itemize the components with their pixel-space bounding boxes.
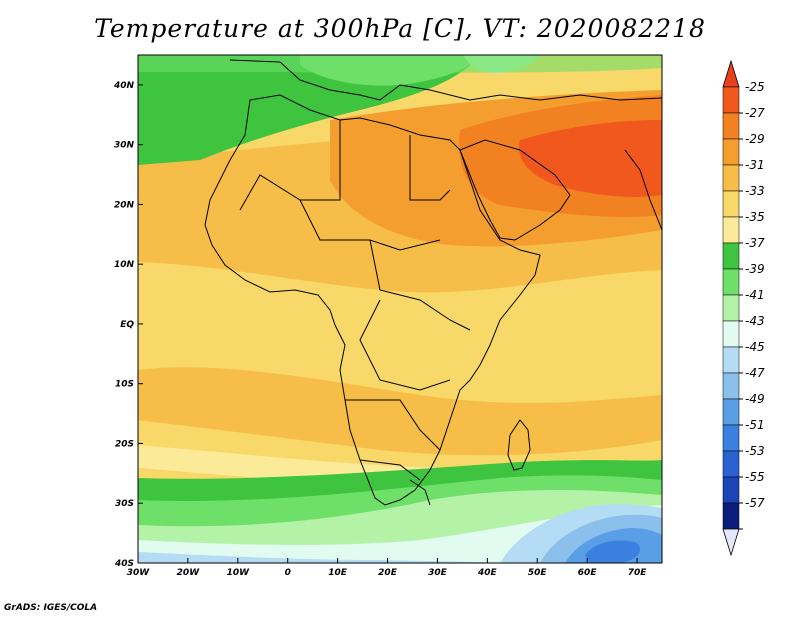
colorbar-label: -29 <box>745 132 765 146</box>
colorbar-swatch <box>722 294 740 322</box>
colorbar-swatch <box>722 138 740 166</box>
colorbar-label: -53 <box>745 444 765 458</box>
border-2 <box>409 135 451 201</box>
colorbar-label: -41 <box>745 288 765 302</box>
lon-tick-label: 60E <box>578 568 598 578</box>
europe-coast <box>229 59 662 101</box>
lat-tick-label: 30S <box>115 499 134 509</box>
lon-tick-label: 10E <box>328 568 348 578</box>
lat-tick-label: 10S <box>115 380 134 390</box>
chart-title: Temperature at 300hPa [C], VT: 202008221… <box>94 14 706 43</box>
lon-tick-label: 70E <box>628 568 648 578</box>
colorbar-swatch <box>722 346 740 374</box>
colorbar-swatch <box>722 190 740 218</box>
colorbar: -25 -27 -29 -31 -33 -35 -37 -39 -41 -43 -45 -47 -49 -… <box>722 59 765 557</box>
india-coast <box>624 149 662 231</box>
lon-tick-label: 50E <box>528 568 548 578</box>
lat-tick-label: EQ <box>120 320 134 330</box>
madagascar-coast <box>507 419 531 471</box>
arabia-coast <box>459 139 571 241</box>
lat-tick-label: 40S <box>114 559 134 569</box>
colorbar-label: -47 <box>745 366 765 380</box>
border-4 <box>369 239 471 331</box>
border-7 <box>359 459 421 481</box>
field-south-51 <box>585 540 640 563</box>
longitude-ticks: 30W 20W 10W 0 10E 20E 30E 40E 50E 60E 70E <box>127 558 647 578</box>
plot-frame <box>137 54 663 564</box>
colorbar-label: -27 <box>745 106 765 120</box>
lat-tick-label: 20S <box>115 439 134 449</box>
colorbar-label: -43 <box>745 314 765 328</box>
colorbar-swatch <box>722 450 740 478</box>
coastlines <box>204 59 662 506</box>
colorbar-swatch <box>722 398 740 426</box>
colorbar-bottom-arrow <box>722 528 740 557</box>
colorbar-label: -35 <box>745 210 765 224</box>
colorbar-label: -57 <box>745 496 765 510</box>
colorbar-swatch <box>722 86 740 114</box>
lon-tick-label: 10W <box>227 568 251 578</box>
colorbar-swatch <box>722 476 740 504</box>
temperature-field <box>138 55 662 563</box>
lon-tick-label: 20W <box>177 568 201 578</box>
lat-tick-label: 20N <box>114 200 135 210</box>
lat-tick-label: 10N <box>114 260 135 270</box>
colorbar-label: -37 <box>745 236 765 250</box>
border-8 <box>409 479 431 506</box>
colorbar-label: -51 <box>745 418 765 432</box>
lat-tick-label: 30N <box>114 141 135 151</box>
colorbar-label: -25 <box>745 80 765 94</box>
colorbar-swatch <box>722 112 740 140</box>
colorbar-swatch <box>722 502 740 530</box>
grads-credit: GrADS: IGES/COLA <box>4 603 98 613</box>
colorbar-swatch <box>722 242 740 270</box>
africa-coast <box>204 94 541 506</box>
colorbar-label: -45 <box>745 340 765 354</box>
lat-tick-label: 40N <box>113 81 135 91</box>
lon-tick-label: 20E <box>378 568 398 578</box>
lon-tick-label: 40E <box>477 568 498 578</box>
colorbar-top-arrow <box>722 59 740 88</box>
colorbar-swatch <box>722 268 740 296</box>
colorbar-swatch <box>722 164 740 192</box>
field-north-edge <box>138 55 662 73</box>
lon-tick-label: 30W <box>127 568 151 578</box>
colorbar-label: -31 <box>745 158 765 172</box>
colorbar-swatch <box>722 424 740 452</box>
lon-tick-label: 30E <box>428 568 448 578</box>
field-band-25 <box>519 120 662 197</box>
colorbar-label: -49 <box>745 392 765 406</box>
latitude-ticks: 40N 30N 20N 10N EQ 10S 20S 30S 40S <box>113 81 143 569</box>
border-6 <box>345 399 441 451</box>
colorbar-swatch <box>722 320 740 348</box>
colorbar-label: -33 <box>745 184 765 198</box>
border-5 <box>359 299 451 391</box>
colorbar-label: -39 <box>745 262 765 276</box>
field-band-31-south <box>138 367 662 456</box>
field-south-45a <box>138 552 520 563</box>
colorbar-label: -55 <box>745 470 765 484</box>
colorbar-swatch <box>722 372 740 400</box>
lon-tick-label: 0 <box>285 568 291 578</box>
colorbar-swatch <box>722 216 740 244</box>
